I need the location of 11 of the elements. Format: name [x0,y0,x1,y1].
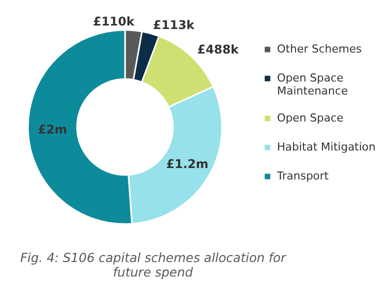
caption: Fig. 4: S106 capital schemes allocation for future spend [20,250,287,280]
data-label: £113k [153,18,196,32]
legend-label: Open Space Maintenance [277,72,348,98]
data-label: £1.2m [166,156,208,171]
legend-label: Transport [276,170,330,182]
legend-label: Other Schemes [277,42,362,56]
legend-label: Habitat Mitigation [277,140,376,154]
data-label: £2m [38,122,68,137]
data-label: £488k [197,42,240,56]
legend-label: Open Space [277,112,344,124]
data-label: £110k [92,14,136,28]
